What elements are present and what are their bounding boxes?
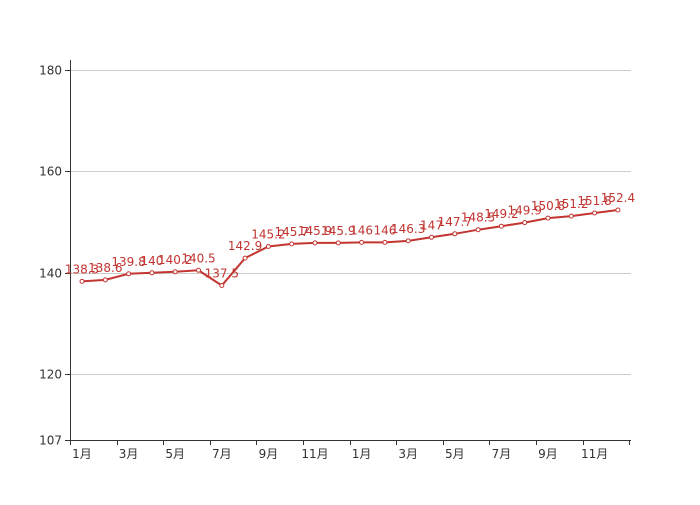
data-point[interactable] xyxy=(429,234,434,240)
data-point[interactable] xyxy=(242,255,248,261)
x-tick-label: 11月 xyxy=(301,447,328,461)
data-label: 145.7 xyxy=(275,225,309,239)
data-label: 146.3 xyxy=(391,222,425,236)
data-point[interactable] xyxy=(592,210,598,216)
data-point[interactable] xyxy=(405,238,411,244)
data-point[interactable] xyxy=(359,239,365,245)
data-label: 137.5 xyxy=(205,267,239,281)
data-point[interactable] xyxy=(522,220,528,226)
data-label: 145.9 xyxy=(321,224,355,238)
data-label: 146 xyxy=(373,223,396,237)
data-label: 148.5 xyxy=(461,211,495,225)
data-point[interactable] xyxy=(545,215,551,221)
data-label: 151.2 xyxy=(554,197,588,211)
data-point[interactable] xyxy=(382,239,388,245)
data-point[interactable] xyxy=(196,267,201,273)
x-tick-label: 7月 xyxy=(492,447,512,461)
data-label: 140.2 xyxy=(158,253,192,267)
y-tick-label: 180 xyxy=(39,64,62,78)
data-label: 151.8 xyxy=(577,194,611,208)
data-point[interactable] xyxy=(312,240,318,246)
data-label: 150.8 xyxy=(531,199,565,213)
axes: 107 120 140 160 180 1月 3月 5月 7月 9月 11月 1月 3月 5月 7月 9月 11… xyxy=(39,60,631,461)
data-point[interactable] xyxy=(149,270,155,276)
x-tick-label: 9月 xyxy=(259,447,279,461)
data-label: 142.9 xyxy=(228,239,262,253)
data-label: 140.5 xyxy=(181,251,215,265)
data-label: 152.4 xyxy=(601,191,635,205)
data-label: 139.8 xyxy=(111,255,145,269)
data-point[interactable] xyxy=(172,269,178,275)
data-point[interactable] xyxy=(289,241,295,247)
data-point[interactable] xyxy=(498,223,504,229)
data-point[interactable] xyxy=(615,207,621,213)
x-tick-label: 3月 xyxy=(119,447,139,461)
data-point[interactable] xyxy=(475,227,481,233)
data-point[interactable] xyxy=(126,271,132,277)
x-tick-label: 5月 xyxy=(445,447,465,461)
data-label: 138.6 xyxy=(88,261,122,275)
data-point[interactable] xyxy=(568,213,574,219)
x-tick-label: 1月 xyxy=(352,447,372,461)
data-label: 147 xyxy=(420,218,443,232)
data-point[interactable] xyxy=(219,283,225,288)
data-label: 149.2 xyxy=(484,207,518,221)
y-tick-label: 107 xyxy=(39,434,62,448)
series xyxy=(79,207,621,288)
y-tick-label: 120 xyxy=(39,368,62,382)
series-line xyxy=(81,209,619,287)
data-point[interactable] xyxy=(265,244,271,249)
y-tick-label: 160 xyxy=(39,165,62,179)
data-point[interactable] xyxy=(452,231,458,237)
data-label: 145.2 xyxy=(251,228,285,242)
data-labels: 138.3138.6139.8140140.2140.5137.5142.914… xyxy=(65,191,635,281)
x-tick-label: 5月 xyxy=(165,447,185,461)
x-tick-label: 7月 xyxy=(212,447,232,461)
x-tick-label: 9月 xyxy=(538,447,558,461)
data-label: 145.9 xyxy=(298,224,332,238)
x-tick-label: 1月 xyxy=(72,447,92,461)
data-label: 147.7 xyxy=(438,215,472,229)
grid xyxy=(70,70,631,375)
y-tick-label: 140 xyxy=(39,267,62,281)
data-point[interactable] xyxy=(102,277,108,283)
x-tick-label: 11月 xyxy=(581,447,608,461)
data-label: 140 xyxy=(140,254,163,268)
data-label: 138.3 xyxy=(65,262,99,276)
data-label: 146 xyxy=(350,223,373,237)
data-label: 149.9 xyxy=(508,204,542,218)
data-point[interactable] xyxy=(335,240,341,246)
x-tick-label: 3月 xyxy=(398,447,418,461)
data-point[interactable] xyxy=(79,278,85,284)
